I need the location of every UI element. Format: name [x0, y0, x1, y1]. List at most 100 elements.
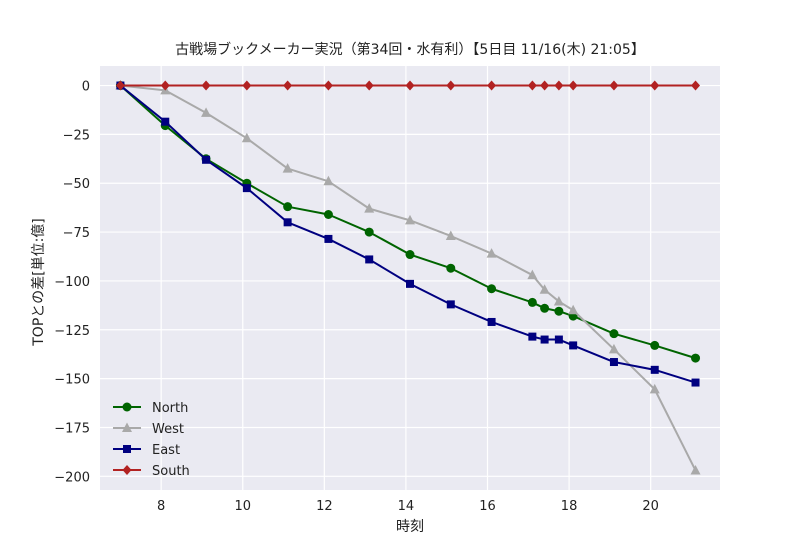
- x-tick-label: 18: [561, 499, 578, 514]
- data-point-east: [487, 317, 496, 326]
- x-tick-label: 8: [157, 499, 165, 514]
- data-point-south: [283, 80, 293, 91]
- x-tick-label: 10: [234, 499, 251, 514]
- series-west: [115, 80, 701, 475]
- legend-item-east: East: [113, 443, 180, 458]
- data-point-north: [691, 353, 701, 363]
- data-point-west: [364, 203, 375, 213]
- series-south: [115, 80, 701, 91]
- data-point-north: [405, 250, 415, 260]
- data-point-east: [406, 279, 414, 288]
- data-point-east: [650, 365, 659, 374]
- x-tick-label: 16: [479, 499, 496, 514]
- data-point-east: [202, 155, 211, 164]
- y-tick-label: −50: [63, 177, 90, 192]
- data-point-east: [446, 300, 455, 309]
- y-tick-label: −175: [54, 421, 90, 436]
- data-point-south: [242, 80, 252, 91]
- data-point-north: [609, 329, 619, 339]
- data-point-east: [242, 184, 251, 193]
- legend-marker: [123, 445, 131, 453]
- y-tick-label: −125: [54, 324, 90, 339]
- data-point-south: [160, 80, 170, 91]
- data-point-west: [323, 175, 334, 186]
- data-point-west: [568, 304, 579, 315]
- data-point-south: [691, 80, 701, 91]
- data-point-south: [609, 80, 619, 91]
- data-point-north: [283, 202, 293, 212]
- data-point-north: [650, 340, 660, 350]
- data-point-south: [323, 80, 333, 91]
- data-point-south: [554, 80, 564, 91]
- data-point-east: [528, 332, 537, 341]
- legend-marker: [122, 402, 132, 412]
- x-tick-label: 14: [398, 499, 415, 514]
- data-point-south: [540, 80, 550, 91]
- grid: [100, 66, 720, 490]
- x-tick-label: 12: [316, 499, 333, 514]
- legend-label: North: [152, 401, 188, 416]
- y-tick-label: −150: [54, 373, 90, 388]
- data-point-south: [527, 80, 537, 91]
- data-point-east: [324, 234, 333, 243]
- data-point-south: [201, 80, 211, 91]
- data-point-south: [115, 80, 125, 91]
- data-point-east: [161, 117, 170, 126]
- plot-area: [100, 66, 720, 490]
- series-east: [116, 81, 700, 387]
- data-point-east: [609, 358, 618, 367]
- data-point-south: [487, 80, 497, 91]
- legend-item-south: South: [113, 464, 190, 479]
- data-point-east: [569, 341, 578, 350]
- legend-item-west: West: [113, 422, 184, 437]
- data-point-north: [364, 227, 374, 237]
- data-point-west: [445, 230, 456, 240]
- data-point-east: [554, 335, 563, 344]
- data-point-south: [650, 80, 660, 91]
- data-point-north: [487, 284, 497, 294]
- data-point-west: [201, 107, 212, 117]
- y-tick-label: −200: [54, 470, 90, 485]
- data-point-west: [649, 383, 660, 394]
- legend-label: East: [152, 443, 180, 458]
- legend-marker: [122, 465, 132, 475]
- x-tick-label: 20: [642, 499, 659, 514]
- y-tick-label: 0: [82, 80, 90, 95]
- data-point-west: [527, 269, 538, 280]
- legend-label: West: [152, 422, 184, 437]
- y-tick-label: −100: [54, 275, 90, 290]
- data-point-west: [690, 464, 701, 475]
- data-point-east: [283, 218, 292, 227]
- data-point-west: [282, 163, 293, 173]
- data-point-north: [527, 297, 537, 307]
- data-point-south: [364, 80, 374, 91]
- series-group: [115, 80, 701, 475]
- x-axis-label: 時刻: [396, 519, 424, 535]
- data-point-west: [608, 343, 619, 354]
- data-point-north: [446, 263, 456, 273]
- legend: North West East South: [113, 401, 190, 479]
- data-point-west: [241, 132, 252, 143]
- data-point-north: [554, 306, 564, 316]
- data-point-west: [405, 214, 415, 225]
- data-point-north: [540, 303, 550, 313]
- data-point-west: [553, 295, 564, 306]
- y-axis-label: TOPとの差[単位:億]: [31, 218, 47, 347]
- data-point-east: [365, 255, 374, 264]
- data-point-west: [539, 284, 550, 294]
- data-point-south: [405, 80, 415, 91]
- data-point-north: [323, 209, 333, 219]
- legend-label: South: [152, 464, 190, 479]
- data-point-east: [540, 335, 549, 344]
- data-point-south: [446, 80, 456, 91]
- legend-item-north: North: [113, 401, 188, 416]
- y-tick-label: −75: [63, 226, 90, 241]
- axis-ticks: 8 10 12 14 16 18 20 0 −25 −50 −75 −100 −125 −150 −175 −…: [54, 80, 659, 514]
- y-tick-label: −25: [63, 128, 90, 143]
- data-point-east: [691, 378, 700, 387]
- chart-title: 古戦場ブックメーカー実況（第34回・水有利）【5日目 11/16(木) 21:0…: [175, 41, 645, 58]
- data-point-south: [568, 80, 578, 91]
- legend-marker: [122, 422, 132, 432]
